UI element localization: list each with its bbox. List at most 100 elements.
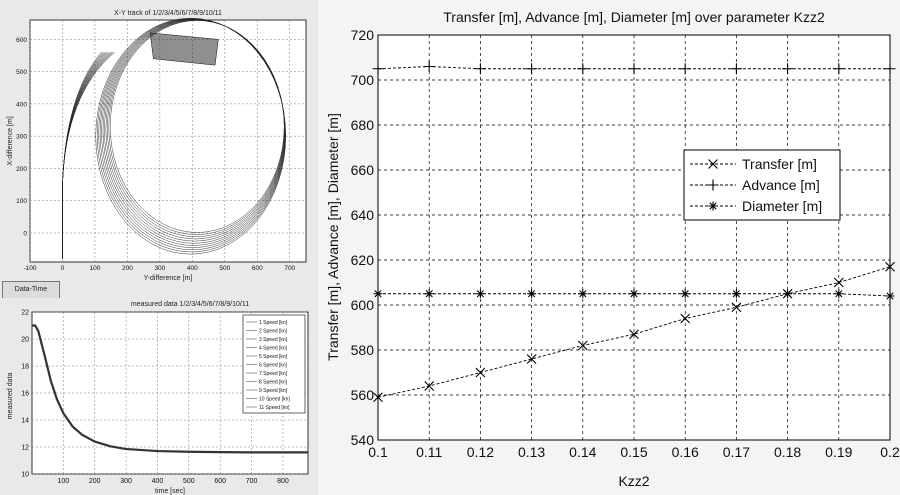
main-ytick-label: 640 (351, 207, 375, 223)
diameter-legend-marker (708, 201, 718, 211)
xy-xtick-label: -100 (23, 265, 36, 272)
advance-marker (730, 63, 742, 75)
advance-marker (526, 63, 538, 75)
diameter-marker (680, 289, 690, 299)
transfer-marker (373, 392, 383, 403)
diameter-marker (527, 289, 537, 299)
xy-track-loop (109, 20, 285, 233)
xy-ytick-label: 400 (16, 101, 27, 108)
xy-xtick-label: 400 (187, 265, 198, 272)
xy-ytick-label: 0 (23, 230, 27, 237)
main-xtick-label: 0.14 (569, 444, 596, 460)
main-ytick-label: 580 (351, 342, 375, 358)
transfer-marker (526, 354, 537, 364)
xy-xtick-label: 500 (219, 265, 230, 272)
transfer-marker (833, 277, 844, 288)
speed-ytick-label: 22 (21, 310, 29, 317)
diameter-marker (834, 289, 844, 299)
speed-title: measured data 1/2/3/4/5/6/7/8/9/10/11 (131, 301, 249, 308)
transfer-legend-marker (708, 159, 718, 169)
transfer-marker (885, 261, 895, 272)
transfer-marker (731, 302, 742, 313)
speed-xtick-label: 700 (246, 478, 258, 485)
xy-track-entry (62, 52, 115, 259)
speed-xtick-label: 200 (89, 478, 101, 485)
transfer-marker (680, 313, 691, 324)
xy-ytick-label: 200 (16, 166, 27, 173)
speed-xtick-label: 300 (120, 478, 132, 485)
speed-legend-label: 1 Speed [kn] (259, 320, 288, 326)
transfer-marker (577, 340, 588, 351)
advance-legend-marker (707, 179, 719, 191)
xy-ytick-label: 100 (16, 198, 27, 205)
main-ytick-label: 720 (351, 27, 375, 43)
xy-ticks: -100 0 100 200 300 400 500 600 700 0 100 200 300 400 5… (16, 37, 295, 272)
xy-track-cluster (149, 32, 219, 66)
main-ticks: 0.1 0.11 0.12 0.13 0.14 0.15 0.16 0.17 0.18 0.19 0… (351, 27, 900, 460)
advance-marker (628, 63, 640, 75)
diameter-legend-label: Diameter [m] (742, 198, 822, 214)
main-chart-svg: Transfer [m], Advance [m], Diameter [m] … (325, 9, 900, 489)
main-xtick-label: 0.12 (467, 444, 494, 460)
xy-xtick-label: 0 (61, 265, 65, 272)
left-charts-svg: X-Y track of 1/2/3/4/5/6/7/8/9/10/11 Y-d… (7, 10, 309, 495)
main-xtick-label: 0.13 (518, 444, 545, 460)
advance-marker (679, 63, 691, 75)
diameter-marker (373, 289, 383, 299)
main-series (372, 61, 896, 403)
xy-tracks (62, 17, 286, 259)
xy-ytick-label: 600 (16, 37, 27, 44)
speed-ticks: 100 200 300 400 500 600 700 800 10 12 14 16 18 20 22 (21, 310, 289, 486)
transfer-marker (424, 381, 435, 391)
main-xtick-label: 0.1 (368, 444, 388, 460)
advance-marker (372, 63, 384, 75)
speed-ytick-label: 10 (21, 472, 29, 479)
diameter-marker (885, 291, 895, 301)
main-title: Transfer [m], Advance [m], Diameter [m] … (443, 9, 825, 25)
speed-legend-box (242, 314, 306, 414)
advance-marker (782, 63, 794, 75)
xy-xtick-label: 600 (252, 265, 263, 272)
main-ytick-label: 540 (351, 432, 375, 448)
main-ytick-label: 560 (351, 387, 375, 403)
diameter-marker (783, 289, 793, 299)
speed-legend-label: 3 Speed [kn] (259, 337, 288, 343)
xy-xlabel: Y-difference [m] (144, 275, 193, 282)
speed-legend-label: 10 Speed [kn] (259, 397, 290, 403)
main-xtick-label: 0.15 (620, 444, 647, 460)
xy-ytick-label: 500 (16, 69, 27, 76)
advance-marker (884, 63, 896, 75)
main-ylabel: Transfer [m], Advance [m], Diameter [m] (325, 113, 341, 361)
right-panel: Transfer [m], Advance [m], Diameter [m] … (318, 0, 900, 495)
main-ytick-label: 620 (351, 252, 375, 268)
speed-ytick-label: 12 (21, 445, 29, 452)
speed-ytick-label: 20 (21, 337, 29, 344)
speed-legend-label: 8 Speed [kn] (259, 380, 288, 386)
advance-marker (474, 63, 486, 75)
transfer-legend-label: Transfer [m] (742, 156, 817, 172)
speed-series-line (32, 324, 308, 454)
xy-ylabel: X-difference [m] (7, 116, 14, 165)
diameter-marker (629, 289, 639, 299)
speed-legend-label: 7 Speed [kn] (259, 371, 288, 377)
xy-xtick-label: 300 (154, 265, 165, 272)
speed-xtick-label: 600 (214, 478, 226, 485)
advance-marker (577, 63, 589, 75)
advance-legend-label: Advance [m] (742, 177, 820, 193)
transfer-marker (629, 329, 639, 340)
main-xtick-label: 0.17 (723, 444, 750, 460)
main-xlabel: Kzz2 (618, 473, 649, 489)
speed-ylabel: measured data (7, 373, 14, 420)
advance-marker (833, 63, 845, 75)
main-xtick-label: 0.19 (825, 444, 852, 460)
xy-xtick-label: 200 (122, 265, 133, 272)
main-ytick-label: 660 (351, 162, 375, 178)
data-time-tab[interactable]: Data-Time (2, 281, 60, 298)
main-xtick-label: 0.18 (774, 444, 801, 460)
speed-legend-label: 6 Speed [kn] (259, 363, 288, 369)
speed-xtick-label: 100 (58, 478, 70, 485)
speed-ytick-label: 14 (21, 418, 29, 425)
speed-legend-label: 2 Speed [kn] (259, 329, 288, 335)
speed-legend-label: 9 Speed [kn] (259, 388, 288, 394)
